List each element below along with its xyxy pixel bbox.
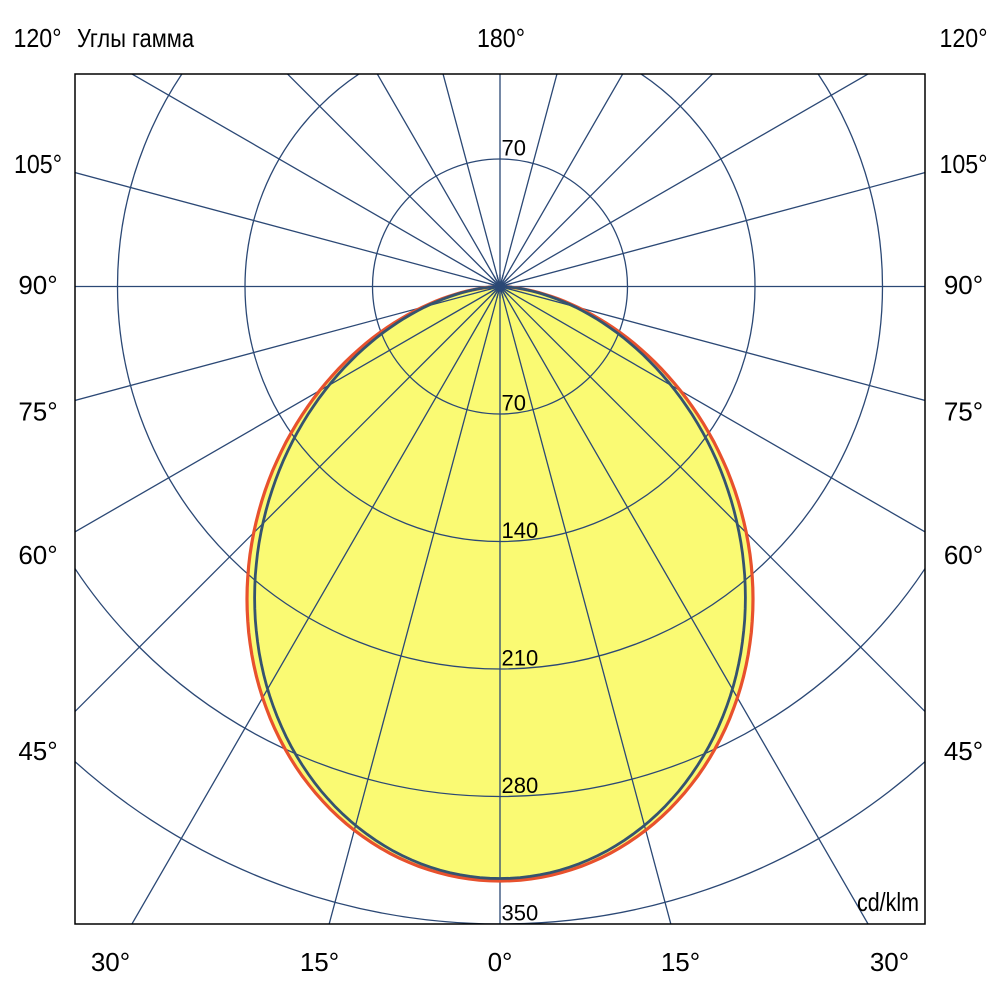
svg-text:45°: 45° (18, 736, 57, 766)
svg-text:75°: 75° (18, 397, 57, 427)
svg-text:30°: 30° (91, 947, 130, 977)
svg-text:280: 280 (502, 773, 539, 798)
svg-text:60°: 60° (18, 540, 57, 570)
svg-text:210: 210 (502, 646, 539, 671)
svg-text:70: 70 (502, 391, 526, 416)
svg-text:70: 70 (502, 135, 526, 160)
svg-text:105°: 105° (14, 149, 62, 179)
svg-text:120°: 120° (940, 23, 988, 53)
svg-text:75°: 75° (944, 397, 983, 427)
svg-text:45°: 45° (944, 736, 983, 766)
svg-text:cd/klm: cd/klm (857, 887, 919, 917)
svg-text:0°: 0° (488, 947, 513, 977)
svg-text:180°: 180° (477, 23, 525, 53)
svg-text:120°: 120° (14, 23, 62, 53)
svg-text:60°: 60° (944, 540, 983, 570)
svg-text:105°: 105° (940, 149, 988, 179)
svg-text:350: 350 (502, 901, 539, 926)
svg-text:90°: 90° (18, 270, 57, 300)
svg-text:30°: 30° (870, 947, 909, 977)
svg-text:15°: 15° (661, 947, 700, 977)
svg-text:Углы гамма: Углы гамма (77, 23, 194, 53)
svg-text:90°: 90° (944, 270, 983, 300)
svg-text:15°: 15° (300, 947, 339, 977)
svg-text:140: 140 (502, 518, 539, 543)
